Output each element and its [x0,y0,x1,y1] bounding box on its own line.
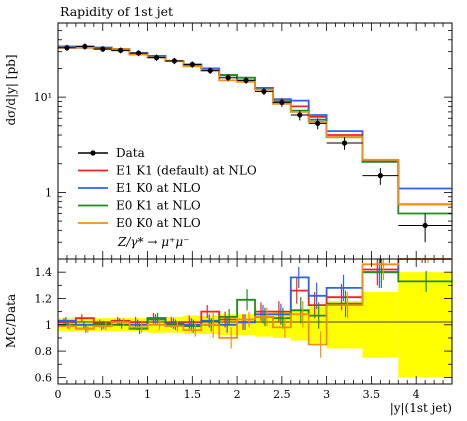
data-point [207,67,213,74]
data-point [64,45,70,51]
x-tick-label: 0 [55,388,62,401]
ratio-y-tick-label: 1.4 [35,266,53,279]
data-uncertainty-band [326,301,363,349]
data-uncertainty-band [362,291,399,358]
data-point [135,50,142,56]
data-uncertainty-band [398,272,452,378]
ratio-y-tick-label: 0.8 [35,345,53,358]
legend-item-1: E1 K0 at NLO [78,181,201,195]
x-tick-label: 4 [413,388,420,401]
data-point [171,58,178,64]
legend-item-0: E1 K1 (default) at NLO [78,164,257,178]
data-point [153,55,160,61]
x-tick-label: 1.5 [184,388,202,401]
upper-data-layer [58,43,452,243]
legend-label: E1 K1 (default) at NLO [116,164,257,178]
chart-title: Rapidity of 1st jet [60,4,173,19]
ratio-y-tick-label: 1.2 [35,292,53,305]
legend-item-3: E0 K0 at NLO [78,216,201,230]
process-label: Z/γ* → μ⁺μ⁻ [117,235,190,249]
data-point [422,222,428,229]
upper-y-tick-label: 1 [45,186,52,199]
x-tick-label: 3 [323,388,330,401]
legend-label: E0 K0 at NLO [116,216,201,230]
data-point [189,61,195,68]
ratio-series-layer [58,258,452,358]
x-tick-label: 1 [144,388,151,401]
legend: Data E1 K1 (default) at NLO E1 K0 at NLO E0… [78,146,257,230]
legend-item-2: E0 K1 at NLO [78,199,201,213]
upper-panel: Rapidity of 1st jet 10¹ 1 dσ/d|y| [pb] Da… [4,4,453,260]
data-point [341,140,348,146]
data-point [377,173,383,179]
data-point [297,112,303,118]
data-point [243,77,249,83]
data-point [118,47,124,53]
x-tick-label: 0.5 [94,388,112,401]
x-tick-label: 2 [234,388,241,401]
legend-label: E0 K1 at NLO [116,199,201,213]
legend-label-data: Data [116,146,145,160]
ratio-y-axis-label: MC/Data [4,294,18,348]
ratio-y-tick-label: 1 [45,319,52,332]
x-tick-label: 2.5 [273,388,291,401]
upper-y-axis-label: dσ/d|y| [pb] [4,54,18,125]
legend-marker-data [90,150,96,156]
ratio-y-tick-label: 0.6 [35,371,53,384]
legend-item-data: Data [78,146,145,160]
data-uncertainty-band [290,309,309,341]
data-point [225,75,231,81]
data-uncertainty-band [272,311,291,338]
legend-label: E1 K0 at NLO [116,181,201,195]
data-point [261,88,267,94]
data-point [82,43,88,50]
data-point [279,99,285,106]
data-uncertainty-band [237,314,255,336]
ratio-panel: 0.6 0.8 1 1.2 1.4 0 0.5 1 1.5 2 2.5 3 3.5 4 MC/Data |… [4,258,453,415]
data-point [315,120,321,127]
x-axis-label: |y|(1st jet) [390,401,452,415]
data-uncertainty-band [255,312,273,337]
ratio-series-line-3 [58,258,452,346]
x-tick-label: 3.5 [363,388,381,401]
data-point [100,46,106,52]
data-uncertainty-band [308,306,327,344]
upper-y-tick-label: 10¹ [34,91,52,104]
ratio-axis-ticks: 0.6 0.8 1 1.2 1.4 0 0.5 1 1.5 2 2.5 3 3.5 4 [35,259,453,401]
